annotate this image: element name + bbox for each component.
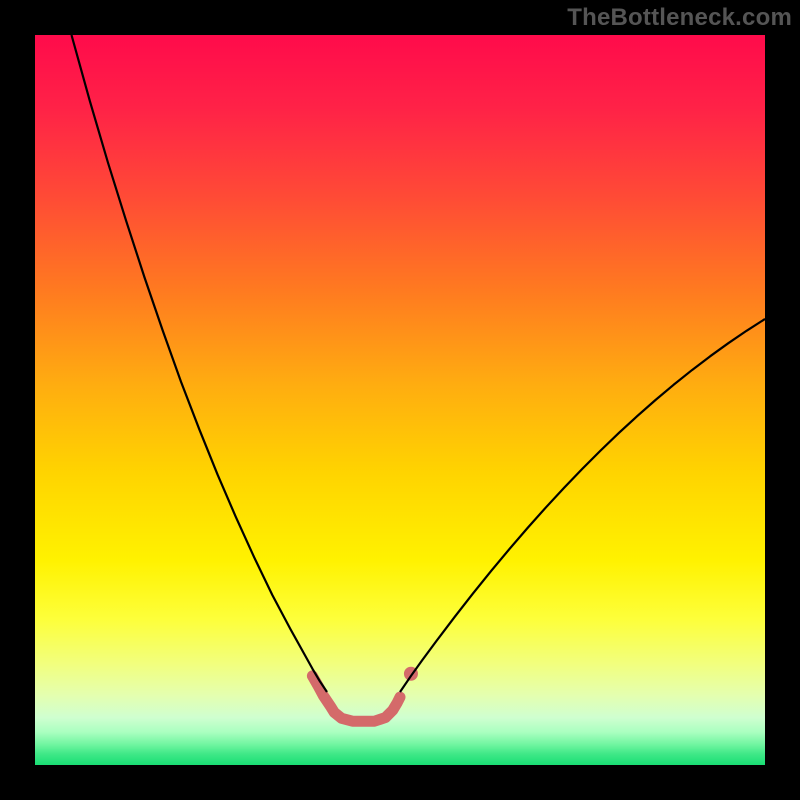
watermark-text: TheBottleneck.com [567,4,792,32]
plot-area [35,35,765,765]
gradient-background [35,35,765,765]
chart-container: TheBottleneck.com [0,0,800,800]
